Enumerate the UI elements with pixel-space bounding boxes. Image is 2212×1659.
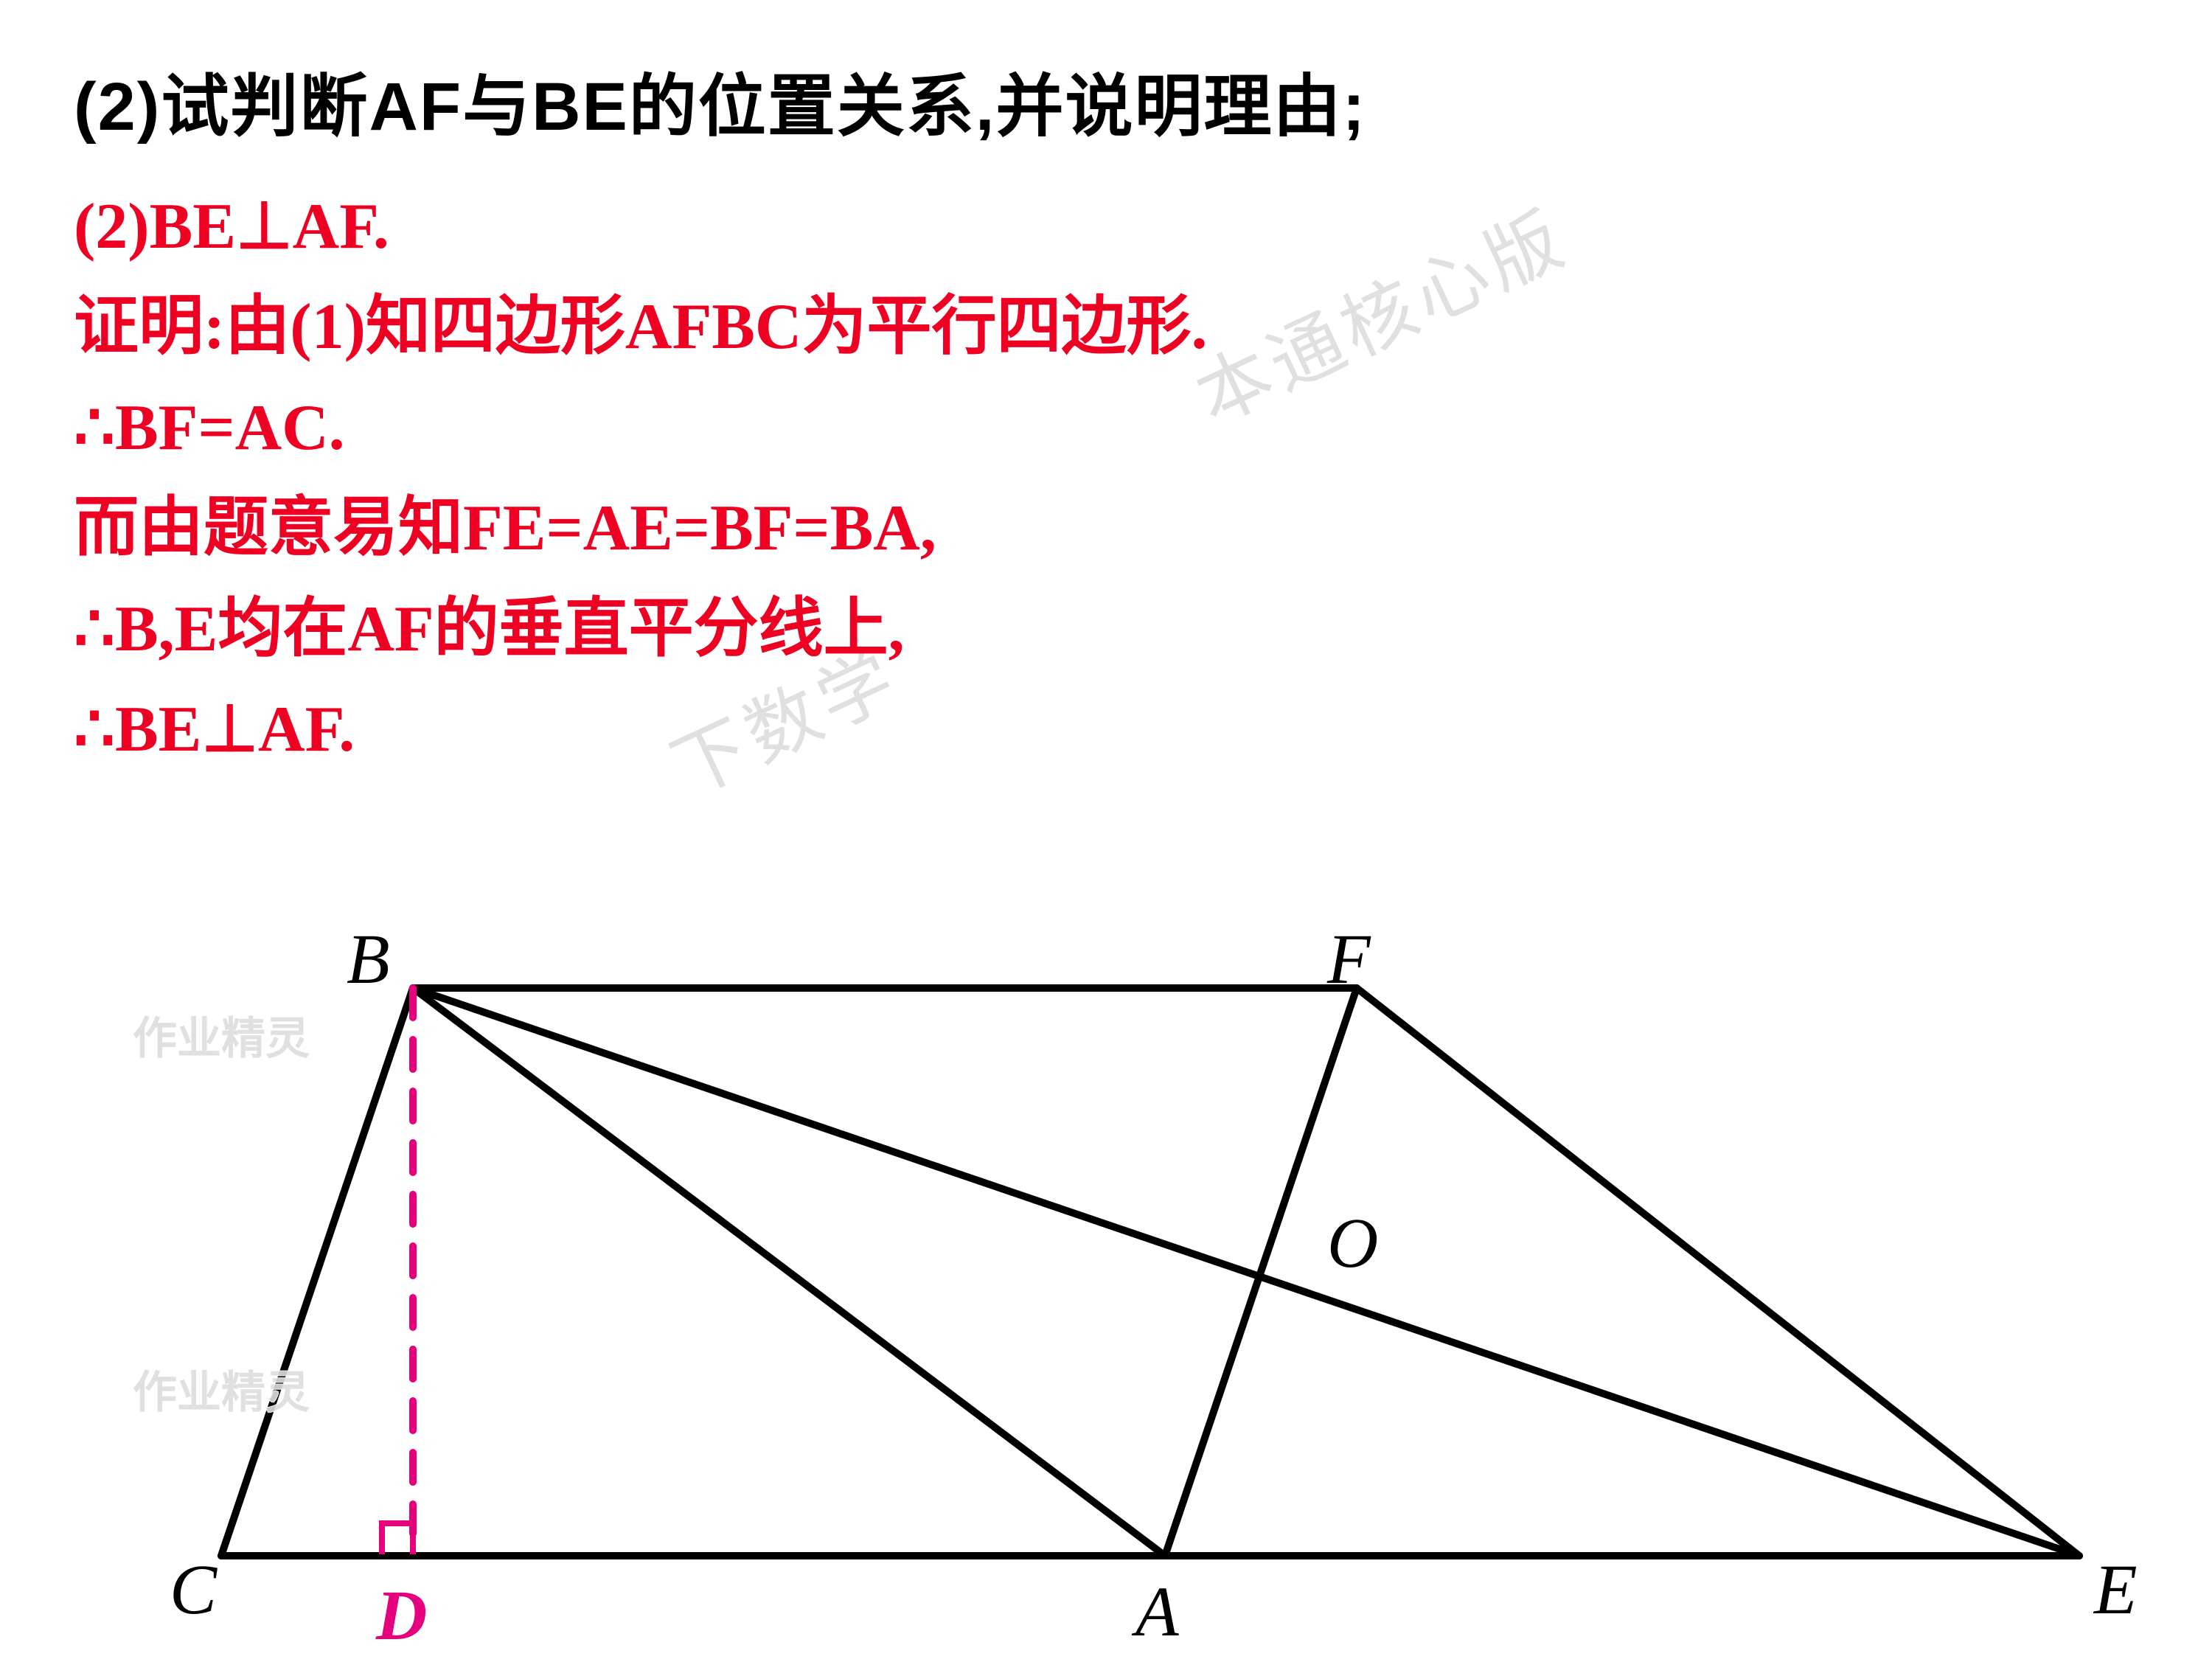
label-B: B xyxy=(347,918,390,1000)
label-E: E xyxy=(2094,1548,2138,1630)
figure-svg xyxy=(177,944,2168,1644)
label-O: O xyxy=(1327,1202,1378,1284)
proof-block: (2)BE⊥AF. 证明:由(1)知四边形AFBC为平行四边形. ∴BF=AC.… xyxy=(74,177,1207,780)
label-C: C xyxy=(170,1548,217,1630)
proof-line: ∴BF=AC. xyxy=(74,378,1207,479)
watermark-small-2: 作业精灵 xyxy=(133,1357,310,1421)
watermark-small-1: 作业精灵 xyxy=(133,1003,310,1067)
label-A: A xyxy=(1135,1571,1179,1652)
proof-line: 而由题意易知FE=AE=BF=BA, xyxy=(74,479,1207,579)
question-text: (2)试判断AF与BE的位置关系,并说明理由; xyxy=(74,52,1366,150)
label-D: D xyxy=(376,1574,427,1656)
watermark-diag-1: 本通核心版 xyxy=(1176,179,1582,445)
proof-line: 证明:由(1)知四边形AFBC为平行四边形. xyxy=(74,277,1207,378)
label-F: F xyxy=(1327,918,1371,1000)
proof-line: ∴BE⊥AF. xyxy=(74,680,1207,780)
proof-line: (2)BE⊥AF. xyxy=(74,177,1207,277)
proof-line: ∴B,E均在AF的垂直平分线上, xyxy=(74,580,1207,680)
geometry-figure: 作业精灵 作业精灵 B F C A E O D xyxy=(177,944,2168,1644)
